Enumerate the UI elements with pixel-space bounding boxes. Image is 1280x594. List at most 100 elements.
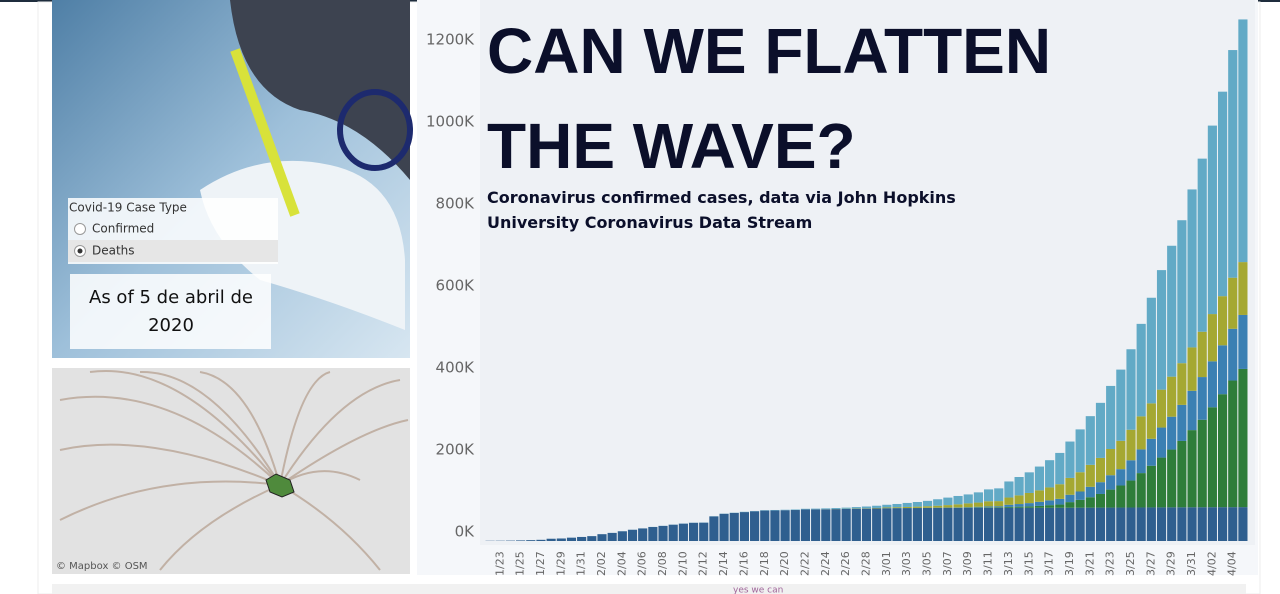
bar-segment — [1024, 507, 1034, 541]
radio-button[interactable] — [74, 223, 86, 235]
bar-segment — [1146, 438, 1156, 466]
bar-segment — [994, 507, 1004, 508]
x-tick-label: 1/31 — [575, 551, 588, 576]
bar-segment — [1238, 262, 1248, 315]
bar-segment — [1065, 441, 1075, 478]
bar-segment — [1055, 507, 1065, 541]
bar-segment — [943, 507, 953, 541]
bar-segment — [872, 505, 882, 508]
bar-segment — [1034, 490, 1045, 502]
bar-segment — [800, 508, 811, 510]
bar-segment — [984, 506, 994, 508]
x-tick-label: 3/07 — [941, 551, 954, 576]
bar-segment — [1136, 449, 1146, 474]
bar-segment — [1085, 416, 1095, 465]
y-tick-label: 200K — [436, 441, 476, 459]
bar-segment — [1146, 465, 1156, 508]
bar-segment — [770, 510, 780, 541]
bar-segment — [1238, 19, 1248, 263]
bar-segment — [851, 508, 861, 541]
y-tick-label: 1000K — [426, 113, 475, 131]
bar-segment — [984, 501, 994, 507]
bar-segment — [1106, 475, 1116, 490]
bar-segment — [1207, 361, 1217, 408]
radio-label[interactable]: Confirmed — [92, 222, 154, 236]
bar-segment — [994, 506, 1004, 508]
bar-segment — [1106, 385, 1116, 449]
bar-segment — [536, 539, 546, 541]
bar-segment — [1167, 449, 1177, 508]
bar-segment — [1238, 368, 1248, 508]
bar-segment — [1045, 505, 1055, 508]
bar-segment — [1116, 369, 1126, 441]
bar-segment — [1024, 472, 1034, 493]
y-tick-label: 400K — [436, 359, 476, 377]
bar-segment — [1014, 476, 1024, 496]
bar-segment — [1228, 50, 1238, 278]
bar-segment — [780, 510, 790, 541]
bar-segment — [1177, 363, 1187, 405]
bar-segment — [1126, 507, 1136, 541]
bar-segment — [831, 508, 841, 509]
footer-label: yes we can — [733, 586, 783, 594]
bar-segment — [892, 507, 902, 509]
y-tick-label: 800K — [436, 195, 476, 213]
plot-area — [480, 0, 1255, 545]
as-of-label: As of 5 de abril de 2020 — [89, 287, 253, 336]
bar-segment — [892, 503, 902, 508]
bar-segment — [882, 507, 892, 509]
bar-segment — [1187, 189, 1197, 348]
bar-segment — [1095, 507, 1106, 541]
bar-segment — [1146, 507, 1156, 541]
x-tick-label: 3/23 — [1104, 551, 1117, 576]
x-tick-label: 3/01 — [880, 551, 893, 576]
bar-segment — [566, 537, 577, 541]
bar-segment — [1156, 389, 1167, 428]
x-tick-label: 2/08 — [656, 551, 669, 576]
bar-segment — [1024, 506, 1034, 508]
bar-segment — [1116, 485, 1126, 508]
bar-segment — [821, 508, 831, 510]
bar-segment — [861, 508, 872, 541]
bar-segment — [1065, 502, 1075, 508]
bar-segment — [1075, 429, 1085, 473]
bar-segment — [1156, 427, 1167, 458]
bar-segment — [1126, 460, 1136, 481]
bar-segment — [1217, 91, 1228, 297]
bar-segment — [587, 536, 597, 541]
bar-segment — [627, 529, 638, 541]
bar-segment — [1116, 440, 1126, 470]
x-tick-label: 3/11 — [982, 551, 995, 576]
bar-segment — [973, 506, 983, 508]
bar-segment — [1075, 491, 1085, 500]
bar-segment — [607, 532, 617, 541]
bar-segment — [1065, 507, 1075, 541]
x-tick-label: 4/02 — [1205, 551, 1218, 576]
bar-segment — [1146, 297, 1156, 404]
bar-segment — [1126, 429, 1136, 461]
bar-segment — [1065, 477, 1075, 495]
bar-segment — [750, 511, 760, 541]
bar-segment — [800, 509, 811, 541]
chart-title: CAN WE FLATTEN THE WAVE? — [487, 15, 1052, 182]
bar-segment — [1187, 347, 1197, 391]
bar-segment — [1055, 504, 1065, 508]
x-tick-label: 2/18 — [758, 551, 771, 576]
bar-segment — [973, 507, 983, 541]
bar-segment — [1238, 314, 1248, 369]
bar-segment — [984, 489, 994, 502]
bar-segment — [1045, 487, 1055, 501]
bar-segment — [597, 534, 607, 541]
bar-segment — [1156, 457, 1167, 508]
bar-segment — [648, 527, 658, 541]
bar-segment — [1055, 452, 1065, 485]
bar-segment — [739, 512, 749, 541]
bar-segment — [1045, 500, 1055, 506]
bar-segment — [1095, 493, 1106, 508]
bar-segment — [1187, 390, 1197, 431]
bar-segment — [1167, 416, 1177, 450]
bar-segment — [1217, 507, 1228, 541]
radio-label[interactable]: Deaths — [92, 244, 135, 258]
bar-segment — [556, 538, 566, 541]
bar-segment — [973, 492, 983, 503]
